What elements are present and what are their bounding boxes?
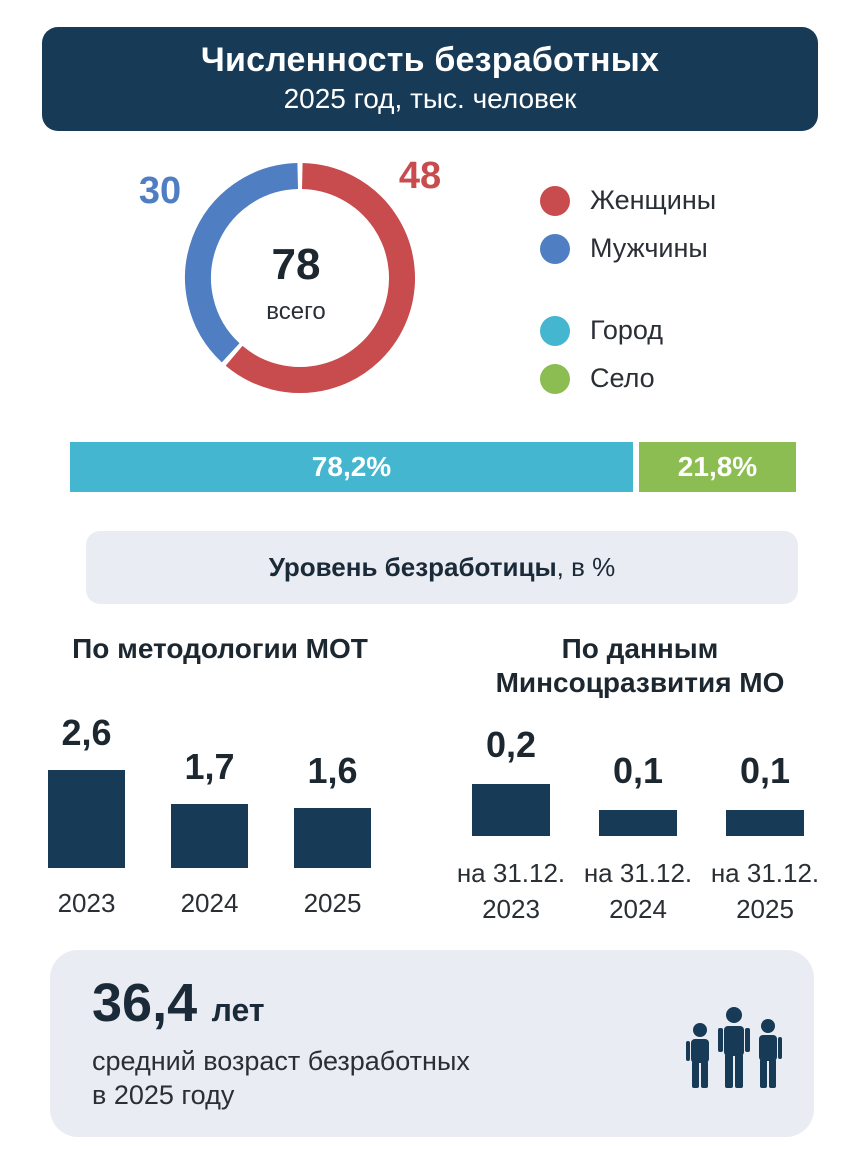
bar-ministry-2 [726, 810, 804, 836]
bar-ministry-value-1: 0,1 [612, 750, 664, 791]
group-title-ilo-text: По методологии МОТ [72, 633, 368, 664]
bar-ministry-1 [599, 810, 677, 836]
strip-segment-city: 78,2% [70, 442, 633, 492]
rate-title-suffix: , в % [556, 552, 616, 582]
page-title: Численность безработных [200, 41, 660, 79]
bar-ministry-value-2: 0,1 [739, 750, 791, 791]
bar-ministry-label-line2-1: 2024 [609, 894, 667, 924]
age-card: 36,4 лет средний возраст безработных в 2… [50, 950, 814, 1137]
people-icon [686, 1007, 782, 1088]
rate-header: Уровень безработицы , в % [86, 531, 798, 604]
bar-ilo-2025 [294, 808, 371, 868]
strip-label-village: 21,8% [677, 451, 758, 482]
legend-dot-city [540, 315, 570, 346]
age-value: 36,4 [92, 973, 198, 1033]
bar-ministry-label-line2-2: 2025 [736, 894, 794, 924]
legend-item-city: Город [540, 315, 663, 346]
donut-label-women: 48 [398, 155, 442, 197]
donut-segment-0 [225, 163, 415, 393]
bar-ministry-value-0: 0,2 [485, 724, 537, 765]
title-banner: Численность безработных 2025 год, тыс. ч… [42, 27, 818, 131]
group-title-ministry: По данным Минсоцразвития МО [450, 632, 830, 700]
group-title-ministry-text: По данным Минсоцразвития МО [495, 633, 785, 698]
bar-ilo-label-2025: 2025 [303, 888, 362, 918]
page-subtitle: 2025 год, тыс. человек [283, 83, 577, 114]
legend-dot-village [540, 363, 570, 394]
legend-label-women: Женщины [590, 185, 717, 215]
strip-segment-village: 21,8% [639, 442, 796, 492]
donut-label-men: 30 [138, 170, 182, 212]
donut-total: 78 [271, 240, 321, 289]
legend-item-women: Женщины [540, 185, 716, 216]
bar-ilo-label-2023: 2023 [57, 888, 116, 918]
age-desc-line2: в 2025 году [92, 1080, 235, 1110]
bar-ilo-2024 [171, 804, 248, 868]
bar-ilo-2023 [48, 770, 125, 868]
age-value-row: 36,4 лет [92, 972, 265, 1034]
legend-label-men: Мужчины [590, 233, 708, 263]
legend-item-village: Село [540, 363, 655, 394]
bar-ministry-0 [472, 784, 550, 836]
age-description: средний возраст безработных в 2025 году [92, 1044, 470, 1112]
group-title-ilo: По методологии МОТ [40, 632, 400, 666]
donut-chart [185, 163, 415, 393]
bar-ilo-label-2024: 2024 [180, 888, 239, 918]
bar-ministry-label-line1-2: на 31.12. [710, 858, 820, 888]
strip-label-city: 78,2% [311, 451, 392, 482]
rate-title: Уровень безработицы [268, 552, 557, 582]
bar-ministry-label-line1-0: на 31.12. [456, 858, 566, 888]
legend-label-village: Село [590, 363, 655, 393]
legend-label-city: Город [590, 315, 664, 345]
bar-ilo-value-2025: 1,6 [307, 750, 358, 791]
donut-total-label: всего [266, 298, 326, 325]
age-desc-line1: средний возраст безработных [92, 1046, 470, 1076]
bar-ilo-value-2023: 2,6 [61, 712, 112, 753]
bar-ministry-label-line2-0: 2023 [482, 894, 540, 924]
age-unit: лет [211, 992, 265, 1028]
legend-item-men: Мужчины [540, 233, 708, 264]
legend-dot-men [540, 233, 570, 264]
donut-segment-1 [185, 163, 299, 363]
legend-dot-women [540, 185, 570, 216]
bar-ministry-label-line1-1: на 31.12. [583, 858, 693, 888]
bar-ilo-value-2024: 1,7 [184, 746, 235, 787]
